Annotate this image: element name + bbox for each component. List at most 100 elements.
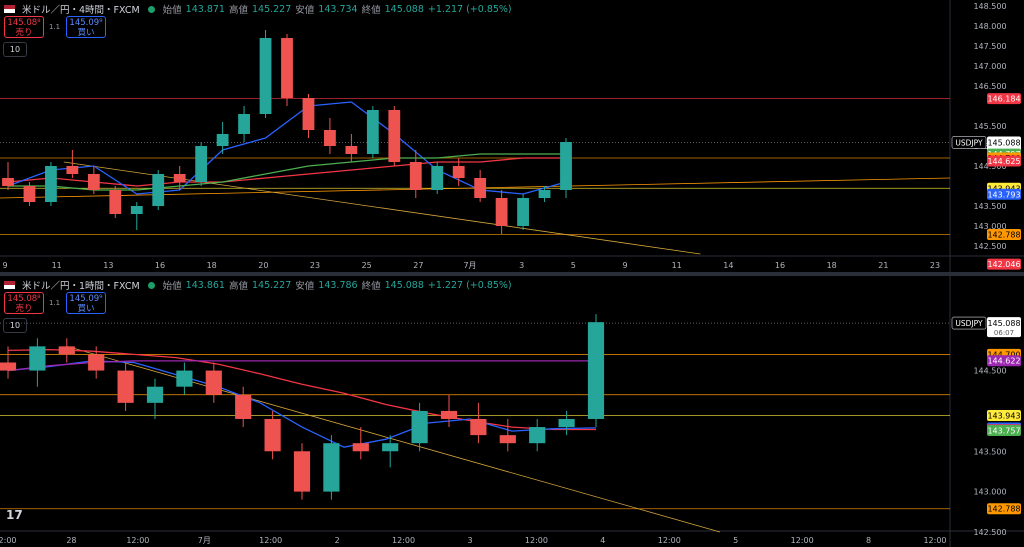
candle-body [173,174,186,182]
candle-body [293,451,311,492]
x-tick-label: 21 [878,261,888,270]
x-tick-label: 16 [775,261,785,270]
close-value: 145.088 [384,3,424,15]
candle-body [45,166,57,202]
candle-body [388,110,401,162]
candle-body [382,443,399,452]
price-tag: 142.788 [987,228,1021,240]
low-value: 143.734 [318,3,358,15]
sell-button[interactable]: 145.08⁸ 売り [4,16,44,38]
lot-size-input[interactable]: 10 [3,318,27,333]
sell-button[interactable]: 145.08⁸ 売り [4,292,44,314]
y-tick-label: 144.500 [973,367,1006,376]
x-tick-label: 12:00 [923,536,946,545]
x-tick-label: 27 [413,261,423,270]
candle-body [474,178,487,198]
x-tick-label: 11 [672,261,682,270]
candle-body [2,178,14,186]
high-label: 高値 [228,5,248,16]
us-flag-icon [4,5,15,13]
candle-body [495,198,508,226]
chart-svg-4h[interactable]: 148.500 148.000 147.500 147.000 146.500 145.5… [0,0,1024,272]
buy-button[interactable]: 145.09⁹ 買い [66,292,106,314]
candle-body [109,190,122,214]
candle-body [235,394,252,419]
price-tag-box [987,258,1021,270]
x-tick-label: 16 [155,261,165,270]
price-tag: 142.046 [987,258,1021,270]
x-tick-label: 8 [866,536,871,545]
symbol-header-4h: 米ドル／円・4時間・FXCM 始値 143.871 高値 145.227 安値 143… [4,2,512,16]
buy-label: 買い [77,304,95,314]
candle-body [560,142,572,190]
price-tag: 144.625 [987,155,1021,167]
candle-body [0,362,17,371]
us-flag-icon [4,281,15,289]
low-label: 安値 [295,281,315,292]
moving-average-line [7,360,596,372]
price-tag-box [987,410,1021,422]
y-tick-label: 143.500 [973,447,1006,456]
x-tick-label: 5 [733,536,738,545]
price-tag-value: 142.046 [987,260,1020,269]
price-tag-box [987,425,1021,437]
price-tag-value: 144.625 [987,157,1020,166]
buy-price: 145.09⁹ [69,18,103,28]
sell-price: 145.08⁸ [7,18,41,28]
y-tick-label: 143.000 [973,222,1006,231]
buy-button[interactable]: 145.09⁹ 買い [66,16,106,38]
y-tick-label: 143.000 [973,488,1006,497]
x-tick-label: 12:00 [0,536,17,545]
candle-body [470,418,487,436]
chart-pane-4h[interactable]: 148.500 148.000 147.500 147.000 146.500 145.5… [0,0,1024,272]
y-tick-label: 142.500 [973,242,1006,251]
lot-size-input[interactable]: 10 [3,42,27,57]
candle-body [195,146,208,182]
x-tick-label: 14 [723,261,733,270]
x-tick-label: 13 [103,261,113,270]
tradingview-logo: 17 [6,508,23,522]
buy-price: 145.09⁹ [69,294,103,304]
sell-label: 売り [15,28,33,38]
candle-body [345,146,358,154]
candle-body [88,354,105,371]
x-tick-label: 12:00 [126,536,149,545]
price-tag-value: 144.700 [987,350,1020,359]
symbol-title[interactable]: 米ドル／円・4時間・FXCM [22,5,140,16]
pane-separator[interactable] [0,272,1024,276]
candle-body [352,443,369,452]
candle-body [238,114,250,134]
moving-average-line [7,348,596,431]
price-tag: 143.757 [987,425,1021,437]
candle-body [411,410,428,444]
x-tick-label: 12:00 [525,536,548,545]
price-tag-symbol: USDJPY [955,138,983,147]
x-tick-label: 28 [66,536,76,545]
x-tick-label: 3 [467,536,472,545]
y-tick-label: 143.500 [973,202,1006,211]
candle-body [431,166,444,190]
spread-value: 1.1 [49,23,61,31]
candle-body [440,410,458,419]
price-axis [950,0,1024,272]
chart-svg-1h[interactable]: 144.500143.500143.000142.50012:002812:00… [0,276,1024,547]
moving-average-line [7,101,567,195]
low-value: 143.786 [318,279,358,291]
x-tick-label: 11 [52,261,62,270]
close-label: 終値 [361,281,381,292]
open-label: 始値 [162,281,182,292]
candle-body [216,134,229,146]
price-tag-value: 143.943 [987,412,1020,421]
market-open-icon [147,5,155,13]
x-tick-label: 23 [930,261,940,270]
low-label: 安値 [295,5,315,16]
candle-body [117,370,134,403]
price-tag-box [987,93,1021,105]
x-tick-label: 3 [519,261,524,270]
symbol-title[interactable]: 米ドル／円・1時間・FXCM [22,281,140,292]
candle-body [205,370,222,395]
open-label: 始値 [162,5,182,16]
price-tag-current-box [987,317,1021,338]
chart-pane-1h[interactable]: 144.500143.500143.000142.50012:002812:00… [0,276,1024,547]
candle-body [281,38,293,98]
